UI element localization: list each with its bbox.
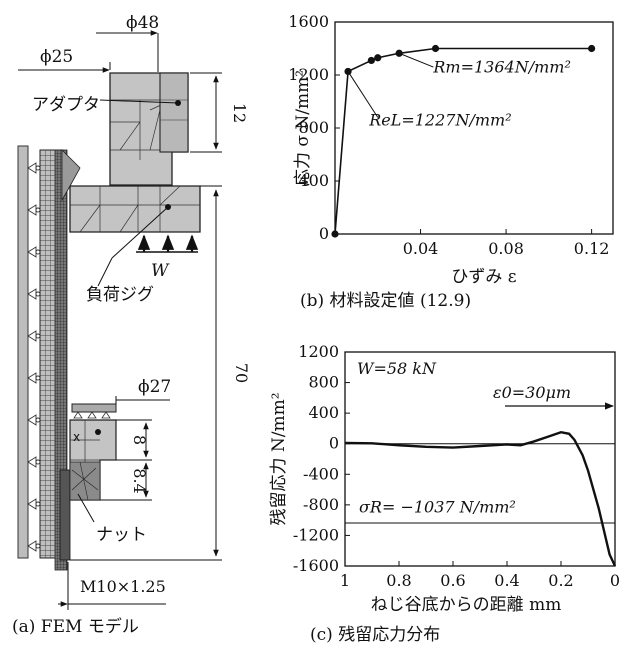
thread-label: M10×1.25 [80,577,166,596]
ticks-b: 0 400 800 1200 1600 0.04 0.08 0.12 [288,12,609,258]
data-point-b [331,230,339,238]
dim-d48: ϕ48 [126,13,159,33]
dim-8-4: 8.4 [130,468,149,493]
xtick-label-b: 0.08 [488,239,524,258]
ytick-label-c: 0 [329,434,339,453]
jig-label: 負荷ジグ [86,285,154,305]
xtick-label-c: 0.8 [386,571,411,590]
ytick-label-c: 1200 [298,342,339,361]
dim-d27: ϕ27 [138,377,171,397]
leader-rm [398,52,434,68]
ytick-label-c: -400 [303,464,339,483]
dim-8: 8 [130,435,149,445]
ytick-label-b: 1200 [288,65,329,84]
ytick-label-c: 800 [308,373,339,392]
xtick-label-c: 0 [610,571,620,590]
annotation-sigma: σR= −1037 N/mm² [359,498,516,517]
caption-c: (c) 残留応力分布 [310,625,440,645]
support-symbols [27,162,41,552]
series-line-c [344,431,617,567]
thread-root-mesh [59,469,71,561]
thread-mesh [54,149,68,571]
xtick-label-c: 0.2 [548,571,573,590]
xtick-label-c: 0.6 [440,571,465,590]
ylabel-b: 応力 σ N/mm² [293,70,313,186]
xtick-label-c: 1 [340,571,350,590]
series-c [344,431,617,567]
ytick-label-c: -800 [303,495,339,514]
ytick-label-b: 800 [298,118,329,137]
bolt-shank [17,145,29,559]
xlabel-c: ねじ谷底からの距離 mm [371,595,562,615]
dimension-lines [18,30,222,610]
ytick-label-b: 0 [319,224,329,243]
ytick-label-b: 1600 [288,12,329,31]
ytick-label-c: 400 [308,403,339,422]
fem-model: W x [12,13,251,637]
data-point-b [374,54,382,62]
annotation-rel: ReL=1227N/mm² [368,110,511,129]
xtick-label-c: 0.4 [494,571,519,590]
ylabel-c: 残留応力 N/mm² [269,392,289,525]
dim-d25: ϕ25 [40,47,73,67]
caption-b: (b) 材料設定値 (12.9) [300,291,471,311]
xtick-label-b: 0.12 [574,239,610,258]
ytick-label-b: 400 [298,171,329,190]
material-chart: 0 400 800 1200 1600 0.04 0.08 0.12 応力 σ N/mm² ひ… [288,12,614,311]
ytick-label-c: -1600 [293,556,339,575]
load-arrows [136,234,199,253]
data-point-b [588,44,596,53]
annotation-rm: Rm=1364N/mm² [432,57,571,76]
dim-12: 12 [230,103,249,123]
annotation-w: W=58 kN [357,359,437,378]
leader-rel [347,71,379,118]
adapter-label: アダプタ [32,95,100,115]
ytick-label-c: -1200 [293,525,339,544]
xtick-label-b: 0.04 [403,239,439,258]
dim-70: 70 [232,363,251,383]
data-point-b [431,44,440,53]
x-origin-label: x [73,430,80,444]
annotation-eps: ε0=30μm [493,383,571,402]
load-label: W [151,261,170,281]
plot-area-c [344,351,616,567]
caption-a: (a) FEM モデル [12,616,139,637]
adapter [109,72,189,186]
data-point-b [367,56,375,65]
nut [69,403,117,501]
nut-label: ナット [96,525,147,545]
load-jig [61,149,201,233]
xlabel-b: ひずみ ε [451,267,516,287]
